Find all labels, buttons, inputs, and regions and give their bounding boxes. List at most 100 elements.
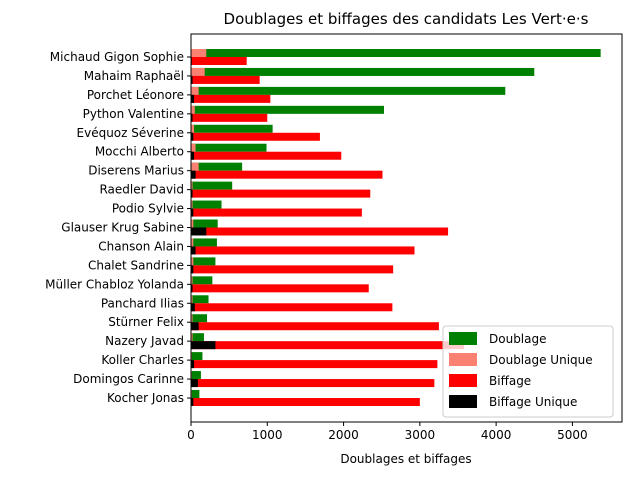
- category-label: Nazery Javad: [105, 334, 184, 348]
- bar-biffage: [191, 284, 369, 293]
- bar-biffage-unique: [191, 170, 196, 179]
- x-tick-label: 1000: [252, 428, 283, 442]
- category-label: Domingos Carinne: [73, 372, 184, 386]
- bar-doublage: [191, 86, 506, 95]
- bar-doublage: [191, 124, 273, 133]
- bar-biffage: [191, 132, 320, 141]
- category-label: Chalet Sandrine: [88, 258, 184, 272]
- bar-biffage: [191, 75, 260, 84]
- bar-doublage-unique: [191, 295, 193, 304]
- bar-biffage-unique: [191, 75, 193, 84]
- bar-biffage: [191, 208, 362, 217]
- category-label: Raedler David: [99, 183, 184, 197]
- bar-doublage-unique: [191, 105, 195, 114]
- category-label: Kocher Jonas: [107, 391, 184, 405]
- x-axis: 0 1000 2000 3000 4000 5000: [187, 422, 588, 442]
- bar-doublage-unique: [191, 276, 193, 285]
- category-label: Porchet Léonore: [87, 88, 184, 102]
- legend-label: Doublage: [489, 332, 547, 346]
- category-label: Mahaim Raphaël: [84, 69, 184, 83]
- legend-label: Biffage Unique: [489, 395, 577, 409]
- category-label: Python Valentine: [83, 107, 184, 121]
- bar-doublage-unique: [191, 257, 194, 266]
- bar-biffage-unique: [191, 284, 193, 293]
- bar-doublage: [191, 238, 217, 247]
- chart-title: Doublages et biffages des candidats Les …: [224, 10, 589, 28]
- x-tick-label: 2000: [328, 428, 359, 442]
- legend-swatch: [449, 395, 477, 408]
- category-label: Müller Chabloz Yolanda: [45, 277, 184, 291]
- bar-doublage: [191, 181, 233, 190]
- bar-doublage: [191, 200, 222, 209]
- bar-biffage: [191, 113, 268, 122]
- bar-doublage: [191, 314, 208, 323]
- bar-doublage: [191, 276, 213, 285]
- category-label: Evéquoz Séverine: [77, 126, 184, 140]
- bar-doublage-unique: [191, 219, 194, 228]
- bar-biffage: [191, 341, 465, 350]
- bar-biffage-unique: [191, 94, 195, 103]
- bar-biffage: [191, 322, 439, 331]
- category-label: Michaud Gigon Sophie: [50, 50, 184, 64]
- plot-frame: [190, 33, 623, 423]
- bar-biffage: [191, 398, 420, 406]
- bar-doublage-unique: [191, 314, 193, 323]
- legend-swatch: [449, 374, 477, 387]
- bar-biffage: [191, 57, 247, 65]
- bar-biffage-unique: [191, 132, 194, 141]
- bars-layer: [191, 49, 601, 406]
- x-axis-label: Doublages et biffages: [340, 452, 471, 466]
- bar-biffage-unique: [191, 341, 216, 350]
- bar-biffage-unique: [191, 227, 207, 236]
- bar-biffage: [191, 303, 393, 312]
- bar-biffage: [191, 189, 371, 198]
- bar-biffage-unique: [191, 398, 194, 406]
- legend: Doublage Doublage Unique Biffage Biffage Un…: [442, 325, 614, 418]
- bar-biffage-unique: [191, 189, 193, 198]
- category-label: Podio Sylvie: [112, 202, 184, 216]
- bar-doublage-unique: [191, 162, 199, 171]
- bar-biffage: [191, 360, 438, 369]
- category-label: Panchard Ilias: [101, 296, 184, 310]
- category-label: Glauser Krug Sabine: [61, 221, 184, 235]
- bar-doublage-unique: [191, 49, 207, 57]
- bar-doublage-unique: [191, 200, 193, 209]
- bar-doublage-unique: [191, 181, 193, 190]
- x-tick-label: 0: [187, 428, 195, 442]
- bar-biffage: [191, 246, 415, 255]
- legend-box: [442, 325, 614, 418]
- bar-biffage-unique: [191, 265, 194, 274]
- bar-doublage-unique: [191, 143, 196, 152]
- bar-biffage-unique: [191, 360, 195, 369]
- bar-biffage-unique: [191, 246, 196, 255]
- category-label: Stürner Felix: [108, 315, 184, 329]
- bar-biffage-unique: [191, 379, 198, 388]
- bar-doublage: [191, 49, 601, 57]
- x-tick-label: 3000: [405, 428, 436, 442]
- bar-doublage: [191, 295, 209, 304]
- x-tick-label: 4000: [481, 428, 512, 442]
- legend-swatch: [449, 332, 477, 345]
- legend-label: Doublage Unique: [489, 353, 593, 367]
- category-label: Diserens Marius: [88, 164, 184, 178]
- bar-doublage-unique: [191, 238, 194, 247]
- bar-biffage: [191, 379, 435, 388]
- bar-biffage: [191, 227, 449, 236]
- category-label: Mocchi Alberto: [95, 145, 184, 159]
- bar-biffage: [191, 151, 342, 160]
- category-label: Chanson Alain: [98, 239, 184, 253]
- x-tick-label: 5000: [557, 428, 588, 442]
- bar-biffage: [191, 94, 271, 103]
- legend-swatch: [449, 353, 477, 366]
- bar-doublage-unique: [191, 333, 193, 342]
- category-label: Koller Charles: [101, 353, 184, 367]
- legend-label: Biffage: [489, 374, 531, 388]
- bar-doublage: [191, 257, 216, 266]
- bar-doublage: [191, 162, 243, 171]
- bar-doublage: [191, 219, 218, 228]
- bar-doublage-unique: [191, 67, 205, 76]
- bar-biffage-unique: [191, 113, 193, 122]
- bar-doublage: [191, 371, 201, 380]
- category-labels: Michaud Gigon Sophie Mahaim Raphaël Porche…: [45, 50, 191, 405]
- bar-doublage-unique: [191, 124, 195, 133]
